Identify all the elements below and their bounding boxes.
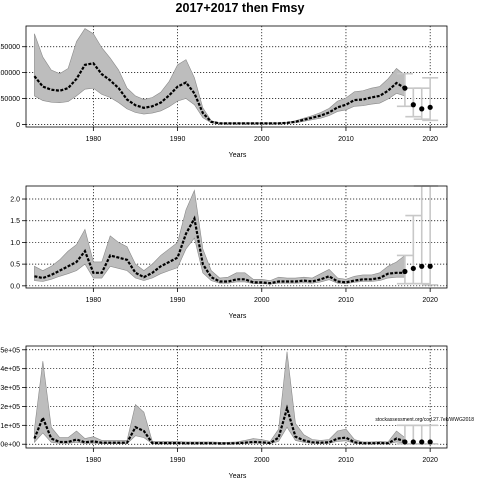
chart-title: 2017+2017 then Fmsy: [175, 1, 305, 15]
f-estimate-line: [34, 215, 405, 285]
recruitment-forecast-point: [419, 439, 425, 445]
catch-y-tick-label: 100000: [0, 70, 20, 77]
recruitment-y-tick-label: 0e+00: [0, 442, 20, 449]
catch-y-tick-label: 0: [16, 122, 20, 129]
catch-plot-frame: [25, 25, 448, 128]
catch-estimate-line: [33, 62, 406, 125]
f-plot-frame: [25, 185, 448, 289]
catch-x-tick-label: 2020: [422, 136, 438, 143]
f-y-tick-label: 0.0: [10, 283, 20, 290]
f-x-axis-title: Years: [229, 313, 247, 320]
recruitment-confidence-band: [34, 351, 406, 445]
recruitment-forecast-point: [427, 439, 433, 445]
f-y-tick-label: 1.0: [10, 240, 20, 247]
catch-forecast-point: [419, 106, 425, 112]
fishing-mortality-panel: 1980 1990 2000 2010 2020 Years 0.0 0.5 1.0 1.5 2.0: [10, 185, 448, 320]
catch-x-tick-label: 1980: [86, 136, 102, 143]
recruitment-panel: 1980 1990 2000 2010 2020 Years 0e+00 1e+05 2e+05…: [0, 345, 448, 480]
credit-text: stockassessment.org/cod.27.7ek/WWG2018: [375, 417, 474, 423]
f-x-tick-label: 2020: [422, 297, 438, 304]
catch-forecast-point: [427, 104, 433, 110]
catch-x-axis-title: Years: [229, 152, 247, 159]
recruitment-x-axis-title: Years: [229, 473, 247, 480]
recruitment-estimate-line: [33, 404, 406, 445]
catch-panel: 1980 1990 2000 2010 2020 Years 0 50000 100000 150…: [0, 25, 448, 159]
catch-y-tick-label: 50000: [1, 96, 21, 103]
recruitment-forecast-point: [410, 439, 416, 445]
f-forecast-point: [427, 263, 433, 269]
recruitment-x-tick-label: 1990: [170, 457, 186, 464]
recruitment-y-tick-label: 1e+05: [0, 423, 20, 430]
catch-forecast-point: [402, 85, 408, 91]
catch-x-tick-label: 1990: [170, 136, 186, 143]
f-forecast-point: [419, 263, 425, 269]
f-forecast-point: [402, 268, 408, 275]
f-forecast-point: [410, 265, 416, 272]
recruitment-x-tick-label: 2000: [254, 457, 270, 464]
recruitment-x-tick-label: 1980: [86, 457, 102, 464]
recruitment-y-tick-label: 2e+05: [0, 404, 20, 411]
f-x-tick-label: 2000: [254, 297, 270, 304]
catch-forecast-point: [410, 102, 416, 108]
recruitment-plot-frame: [25, 345, 448, 449]
catch-y-tick-label: 150000: [0, 44, 20, 51]
catch-confidence-band: [34, 28, 406, 125]
catch-x-tick-label: 2010: [338, 136, 354, 143]
f-x-tick-label: 1980: [86, 297, 102, 304]
recruitment-y-tick-label: 5e+05: [0, 347, 20, 354]
f-y-tick-label: 1.5: [10, 218, 20, 225]
recruitment-x-tick-label: 2010: [338, 457, 354, 464]
f-confidence-band: [34, 189, 406, 285]
f-y-tick-label: 0.5: [10, 262, 20, 269]
catch-x-tick-label: 2000: [254, 136, 270, 143]
recruitment-y-tick-label: 4e+05: [0, 366, 20, 373]
f-x-tick-label: 2010: [338, 297, 354, 304]
recruitment-forecast-point: [402, 439, 408, 445]
f-x-tick-label: 1990: [170, 297, 186, 304]
f-y-tick-label: 2.0: [10, 197, 20, 204]
recruitment-y-tick-label: 3e+05: [0, 385, 20, 392]
recruitment-x-tick-label: 2020: [422, 457, 438, 464]
